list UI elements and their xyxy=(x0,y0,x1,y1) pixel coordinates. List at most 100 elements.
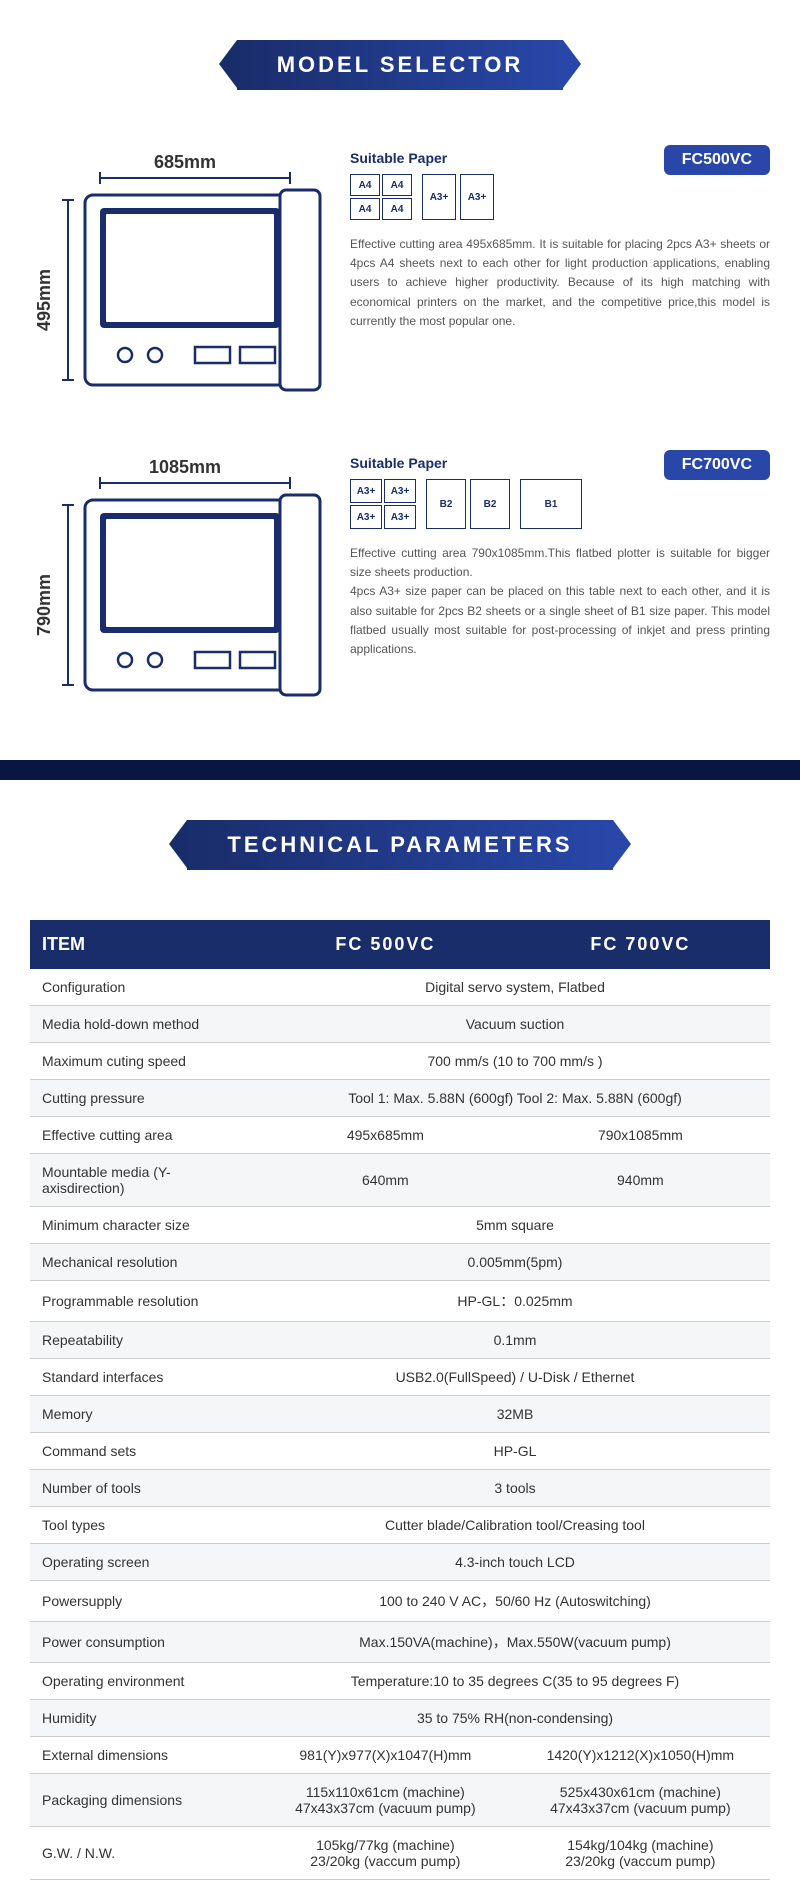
cutter-diagram: 1085mm 790mm xyxy=(30,455,330,720)
table-value-cell: 32MB xyxy=(260,1396,770,1433)
svg-text:790mm: 790mm xyxy=(34,574,54,636)
paper-size-box: A4 xyxy=(350,174,380,196)
svg-text:685mm: 685mm xyxy=(154,152,216,172)
table-value-cell: Temperature:10 to 35 degrees C(35 to 95 … xyxy=(260,1663,770,1700)
model-selector-title-wrap: MODEL SELECTOR xyxy=(0,20,800,110)
table-row: Packaging dimensions115x110x61cm (machin… xyxy=(30,1774,770,1827)
model-badge: FC500VC xyxy=(664,145,770,175)
table-row: Minimum character size5mm square xyxy=(30,1207,770,1244)
model-description: Effective cutting area 790x1085mm.This f… xyxy=(350,544,770,659)
divider-bar xyxy=(0,760,800,780)
table-item-cell: Repeatability xyxy=(30,1322,260,1359)
table-item-cell: Packaging dimensions xyxy=(30,1774,260,1827)
table-value-cell: 35 to 75% RH(non-condensing) xyxy=(260,1700,770,1737)
table-item-cell: Operating screen xyxy=(30,1544,260,1581)
table-row: Powersupply100 to 240 V AC，50/60 Hz (Aut… xyxy=(30,1581,770,1622)
table-value-cell: 981(Y)x977(X)x1047(H)mm xyxy=(260,1737,511,1774)
table-row: Power consumptionMax.150VA(machine)，Max.… xyxy=(30,1622,770,1663)
table-item-cell: Effective cutting area xyxy=(30,1117,260,1154)
table-value-cell: HP-GL：0.025mm xyxy=(260,1281,770,1322)
cutter-diagram: 685mm 495mm xyxy=(30,150,330,415)
table-header: ITEM xyxy=(30,920,260,969)
table-row: ConfigurationDigital servo system, Flatb… xyxy=(30,969,770,1006)
table-row: Standard interfacesUSB2.0(FullSpeed) / U… xyxy=(30,1359,770,1396)
table-value-cell: USB2.0(FullSpeed) / U-Disk / Ethernet xyxy=(260,1359,770,1396)
table-value-cell: 0.005mm(5pm) xyxy=(260,1244,770,1281)
model-row: 1085mm 790mm FC700VCSuitable PaperA3+A3+… xyxy=(0,445,800,750)
table-row: Mechanical resolution0.005mm(5pm) xyxy=(30,1244,770,1281)
table-row: Cutting pressureTool 1: Max. 5.88N (600g… xyxy=(30,1080,770,1117)
svg-text:1085mm: 1085mm xyxy=(149,457,221,477)
svg-text:495mm: 495mm xyxy=(34,269,54,331)
paper-size-box: B2 xyxy=(470,479,510,529)
table-item-cell: Configuration xyxy=(30,969,260,1006)
paper-size-box: A3+ xyxy=(460,174,494,220)
table-item-cell: Minimum character size xyxy=(30,1207,260,1244)
table-row: Operating environmentTemperature:10 to 3… xyxy=(30,1663,770,1700)
paper-size-box: A3+ xyxy=(350,505,382,529)
table-row: Operating screen4.3-inch touch LCD xyxy=(30,1544,770,1581)
table-item-cell: Memory xyxy=(30,1396,260,1433)
model-selector-title: MODEL SELECTOR xyxy=(237,40,564,90)
paper-size-box: A4 xyxy=(382,174,412,196)
paper-size-box: A3+ xyxy=(384,505,416,529)
paper-size-box: A4 xyxy=(382,198,412,220)
table-value-cell: Vacuum suction xyxy=(260,1006,770,1043)
table-row: Number of tools3 tools xyxy=(30,1470,770,1507)
table-row: Maximum cuting speed700 mm/s (10 to 700 … xyxy=(30,1043,770,1080)
tech-params-title: TECHNICAL PARAMETERS xyxy=(187,820,612,870)
table-value-cell: 4.3-inch touch LCD xyxy=(260,1544,770,1581)
models-container: 685mm 495mm FC500VCSuitable PaperA4A4A4A… xyxy=(0,140,800,750)
table-item-cell: Standard interfaces xyxy=(30,1359,260,1396)
table-item-cell: G.W. / N.W. xyxy=(30,1827,260,1880)
table-item-cell: Powersupply xyxy=(30,1581,260,1622)
paper-size-box: A3+ xyxy=(350,479,382,503)
table-row: Tool typesCutter blade/Calibration tool/… xyxy=(30,1507,770,1544)
paper-boxes: A4A4A4A4 A3+A3+ xyxy=(350,174,770,220)
table-value-cell: Max.150VA(machine)，Max.550W(vacuum pump) xyxy=(260,1622,770,1663)
model-badge: FC700VC xyxy=(664,450,770,480)
paper-boxes: A3+A3+A3+A3+B2B2B1 xyxy=(350,479,770,529)
table-item-cell: Programmable resolution xyxy=(30,1281,260,1322)
table-item-cell: Mountable media (Y-axisdirection) xyxy=(30,1154,260,1207)
table-item-cell: External dimensions xyxy=(30,1737,260,1774)
table-row: Humidity35 to 75% RH(non-condensing) xyxy=(30,1700,770,1737)
table-row: Command setsHP-GL xyxy=(30,1433,770,1470)
paper-size-box: A4 xyxy=(350,198,380,220)
table-value-cell: Digital servo system, Flatbed xyxy=(260,969,770,1006)
table-item-cell: Number of tools xyxy=(30,1470,260,1507)
table-value-cell: 115x110x61cm (machine)47x43x37cm (vacuum… xyxy=(260,1774,511,1827)
table-value-cell: 1420(Y)x1212(X)x1050(H)mm xyxy=(511,1737,770,1774)
table-row: Memory32MB xyxy=(30,1396,770,1433)
paper-size-box: B1 xyxy=(520,479,582,529)
table-item-cell: Maximum cuting speed xyxy=(30,1043,260,1080)
table-value-cell: 525x430x61cm (machine)47x43x37cm (vacuum… xyxy=(511,1774,770,1827)
model-row: 685mm 495mm FC500VCSuitable PaperA4A4A4A… xyxy=(0,140,800,445)
table-row: Repeatability0.1mm xyxy=(30,1322,770,1359)
table-row: Effective cutting area495x685mm790x1085m… xyxy=(30,1117,770,1154)
model-description: Effective cutting area 495x685mm. It is … xyxy=(350,235,770,331)
table-item-cell: Cutting pressure xyxy=(30,1080,260,1117)
table-item-cell: Power consumption xyxy=(30,1622,260,1663)
table-value-cell: 3 tools xyxy=(260,1470,770,1507)
table-value-cell: 700 mm/s (10 to 700 mm/s ) xyxy=(260,1043,770,1080)
table-value-cell: 495x685mm xyxy=(260,1117,511,1154)
table-item-cell: Tool types xyxy=(30,1507,260,1544)
paper-size-box: A3+ xyxy=(384,479,416,503)
table-row: Programmable resolutionHP-GL：0.025mm xyxy=(30,1281,770,1322)
table-value-cell: HP-GL xyxy=(260,1433,770,1470)
table-row: Media hold-down methodVacuum suction xyxy=(30,1006,770,1043)
tech-params-title-wrap: TECHNICAL PARAMETERS xyxy=(0,800,800,890)
table-row: G.W. / N.W.105kg/77kg (machine)23/20kg (… xyxy=(30,1827,770,1880)
table-value-cell: 154kg/104kg (machine)23/20kg (vaccum pum… xyxy=(511,1827,770,1880)
table-value-cell: Cutter blade/Calibration tool/Creasing t… xyxy=(260,1507,770,1544)
table-header: FC 700VC xyxy=(511,920,770,969)
model-info: FC500VCSuitable PaperA4A4A4A4A3+A3+Effec… xyxy=(350,150,770,415)
model-info: FC700VCSuitable PaperA3+A3+A3+A3+B2B2B1E… xyxy=(350,455,770,720)
table-value-cell: 640mm xyxy=(260,1154,511,1207)
table-row: Mountable media (Y-axisdirection)640mm94… xyxy=(30,1154,770,1207)
table-value-cell: 105kg/77kg (machine)23/20kg (vaccum pump… xyxy=(260,1827,511,1880)
table-item-cell: Command sets xyxy=(30,1433,260,1470)
table-value-cell: 0.1mm xyxy=(260,1322,770,1359)
paper-size-box: A3+ xyxy=(422,174,456,220)
